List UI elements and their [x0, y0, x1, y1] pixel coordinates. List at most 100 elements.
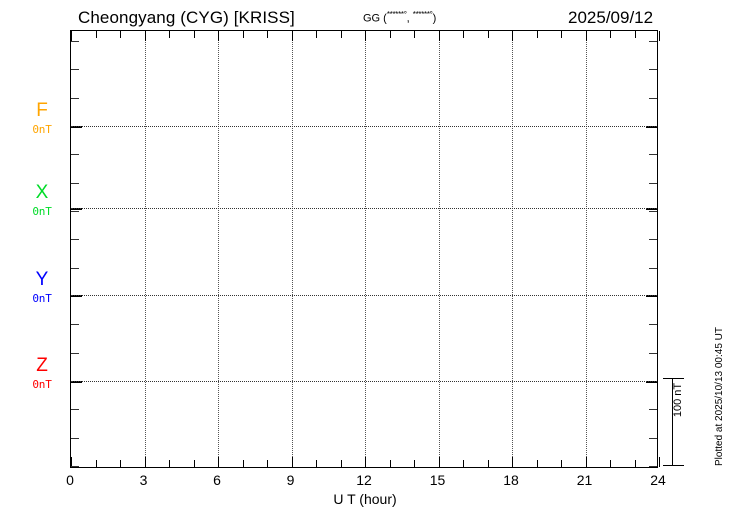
x-axis-minor-tick	[120, 31, 121, 38]
x-axis-tick-label: 6	[213, 472, 221, 488]
component-letter-y: Y	[35, 268, 49, 290]
x-axis-major-tick	[438, 457, 440, 467]
x-axis-minor-tick	[634, 460, 636, 467]
baseline-y	[71, 294, 657, 296]
y-axis-major-tick	[646, 126, 657, 128]
y-axis-minor-tick	[71, 239, 79, 241]
y-axis-minor-tick	[649, 437, 657, 439]
y-axis-minor-tick	[71, 324, 79, 326]
x-axis-tick-label: 18	[503, 472, 519, 488]
x-axis-major-tick	[365, 457, 366, 467]
x-axis-minor-tick	[487, 460, 489, 467]
x-axis-minor-tick	[169, 460, 170, 467]
y-axis-minor-tick	[649, 409, 657, 411]
coords-latitude: ******	[386, 10, 404, 19]
y-axis-minor-tick	[71, 154, 79, 156]
y-axis-minor-tick	[71, 466, 79, 467]
y-axis-major-tick	[646, 381, 657, 383]
y-axis-minor-tick	[71, 69, 79, 71]
x-axis-major-tick	[659, 31, 660, 41]
x-axis-major-tick	[144, 31, 146, 41]
x-axis-major-tick	[512, 31, 513, 41]
component-baseline-value-f: 0nT	[32, 123, 52, 136]
y-axis-minor-tick	[71, 267, 79, 269]
x-axis-minor-tick	[561, 31, 562, 38]
x-axis-tick-label: 3	[139, 472, 148, 488]
y-axis-minor-tick	[649, 466, 657, 467]
y-axis-minor-tick	[71, 437, 79, 439]
y-axis-minor-tick	[71, 352, 79, 354]
x-axis-minor-tick	[267, 31, 268, 38]
x-axis-title: U T (hour)	[333, 491, 397, 507]
coords-prefix: GG (	[363, 12, 387, 25]
vertical-gridline	[512, 31, 513, 467]
component-label-x: X 0nT	[22, 183, 62, 217]
x-axis-minor-tick	[610, 31, 611, 38]
x-axis-major-tick	[659, 457, 660, 467]
x-axis-minor-tick	[95, 460, 97, 467]
x-axis-major-tick	[71, 457, 72, 467]
component-baseline-value-y: 0nT	[32, 291, 52, 305]
x-axis-minor-tick	[169, 31, 170, 38]
x-axis-major-tick	[218, 31, 219, 41]
longitude-degree-symbol: °	[429, 10, 433, 19]
vertical-gridline	[438, 31, 440, 467]
scale-bar-label: 100 nT	[672, 382, 684, 418]
y-axis-major-tick	[71, 126, 82, 128]
x-axis-minor-tick	[536, 460, 538, 467]
component-letter-z: Z	[36, 355, 48, 376]
vertical-gridline	[365, 31, 366, 467]
y-axis-minor-tick	[649, 41, 657, 42]
plot-area	[70, 30, 660, 468]
y-axis-minor-tick	[71, 41, 79, 42]
x-axis-minor-tick	[414, 460, 415, 467]
component-baseline-value-x: 0nT	[32, 204, 52, 218]
x-axis-minor-tick	[193, 31, 195, 38]
scale-bar	[663, 378, 684, 466]
y-axis-minor-tick	[71, 211, 79, 212]
x-axis-minor-tick	[316, 31, 317, 38]
baseline-z	[71, 381, 657, 382]
x-axis-minor-tick	[193, 460, 195, 467]
y-axis-minor-tick	[649, 267, 657, 269]
x-axis-tick-label: 24	[650, 472, 666, 488]
x-axis-major-tick	[512, 457, 513, 467]
vertical-gridline	[218, 31, 219, 467]
y-axis-minor-tick	[71, 409, 79, 411]
component-letter-f: F	[36, 100, 48, 121]
y-axis-minor-tick	[649, 324, 657, 326]
y-axis-major-tick	[71, 381, 82, 383]
x-axis-major-tick	[218, 457, 219, 467]
x-axis-minor-tick	[487, 31, 489, 38]
y-axis-minor-tick	[649, 97, 657, 99]
x-axis-tick-label: 21	[576, 472, 593, 488]
y-axis-major-tick	[71, 207, 82, 210]
x-axis-tick-label: 15	[429, 472, 446, 488]
plotted-timestamp: Plotted at 2025/10/13 00:45 UT	[714, 327, 725, 466]
component-label-f: F 0nT	[22, 101, 62, 135]
x-axis-minor-tick	[389, 460, 391, 467]
x-axis-major-tick	[291, 31, 293, 41]
vertical-gridline	[144, 31, 146, 467]
x-axis-minor-tick	[120, 460, 121, 467]
x-axis-minor-tick	[463, 31, 464, 38]
x-axis-major-tick	[71, 31, 72, 41]
x-axis-major-tick	[585, 457, 587, 467]
x-axis-minor-tick	[316, 460, 317, 467]
y-axis-major-tick	[646, 207, 657, 210]
y-axis-major-tick	[71, 294, 82, 297]
x-axis-minor-tick	[634, 31, 636, 38]
x-axis-major-tick	[365, 31, 366, 41]
x-axis-minor-tick	[414, 31, 415, 38]
x-axis-minor-tick	[463, 460, 464, 467]
x-axis-minor-tick	[242, 460, 244, 467]
x-axis-minor-tick	[267, 460, 268, 467]
component-letter-x: X	[35, 181, 49, 203]
vertical-gridline	[291, 31, 293, 467]
x-axis-tick-label: 12	[356, 472, 372, 488]
x-axis-major-tick	[144, 457, 146, 467]
x-axis-minor-tick	[95, 31, 97, 38]
vertical-gridline	[585, 31, 587, 467]
component-label-z: Z 0nT	[22, 356, 62, 390]
x-axis-tick-label: 0	[66, 472, 74, 488]
